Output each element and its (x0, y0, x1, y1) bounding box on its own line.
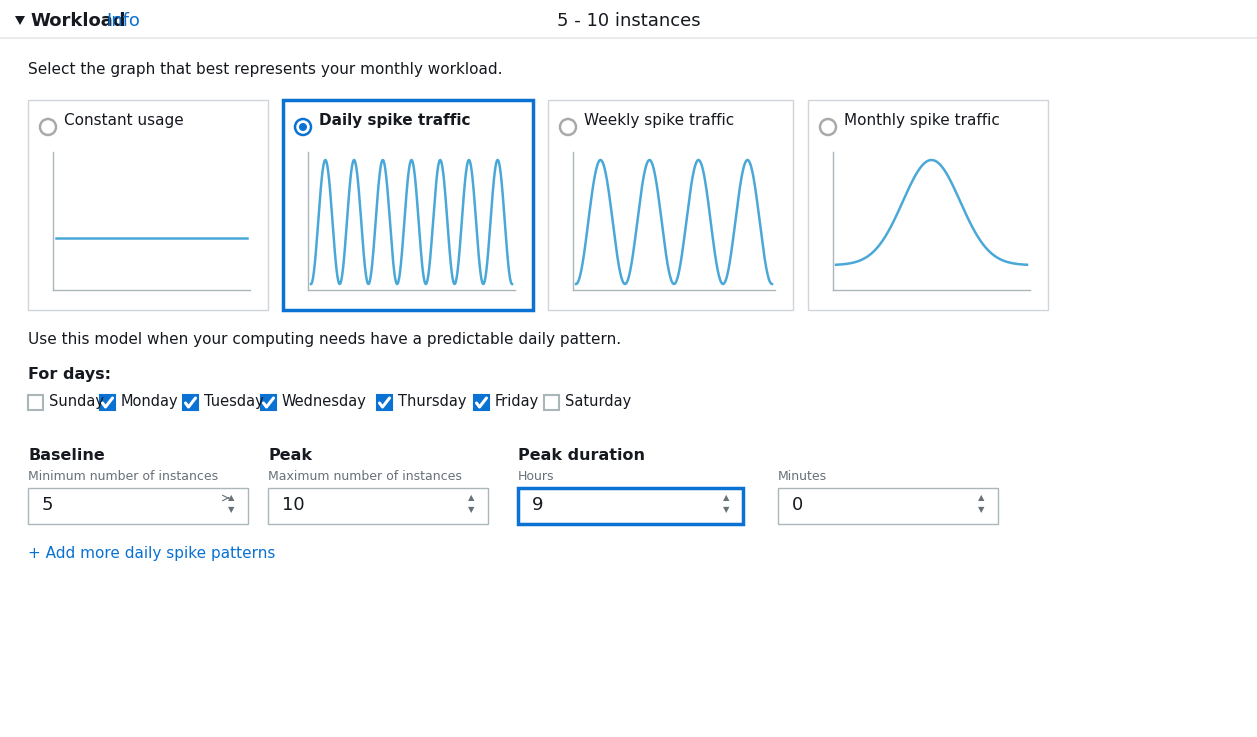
Polygon shape (15, 16, 25, 25)
Text: Saturday: Saturday (564, 394, 631, 409)
Text: ▼: ▼ (228, 505, 235, 514)
Text: ▲: ▲ (228, 493, 235, 502)
Text: 0: 0 (792, 496, 803, 514)
Bar (101, 395, 114, 410)
Text: Peak: Peak (268, 448, 312, 463)
Text: Weekly spike traffic: Weekly spike traffic (585, 113, 734, 128)
Text: Sunday: Sunday (49, 394, 104, 409)
Text: Minimum number of instances: Minimum number of instances (28, 470, 219, 483)
Bar (268, 488, 488, 524)
Text: Baseline: Baseline (28, 448, 104, 463)
Bar (28, 488, 248, 524)
Text: Monthly spike traffic: Monthly spike traffic (843, 113, 999, 128)
Text: Monday: Monday (121, 394, 178, 409)
Text: ▲: ▲ (978, 493, 984, 502)
Circle shape (820, 119, 836, 135)
Text: 5: 5 (41, 496, 54, 514)
Text: 10: 10 (282, 496, 304, 514)
Text: Peak duration: Peak duration (518, 448, 645, 463)
Bar (518, 488, 743, 524)
Text: Hours: Hours (518, 470, 554, 483)
Bar (28, 395, 43, 410)
Bar (28, 100, 268, 310)
Text: Tuesday: Tuesday (204, 394, 264, 409)
Text: Select the graph that best represents your monthly workload.: Select the graph that best represents yo… (28, 62, 503, 77)
Text: 5 - 10 instances: 5 - 10 instances (557, 12, 700, 30)
Text: + Add more daily spike patterns: + Add more daily spike patterns (28, 546, 275, 561)
Bar (544, 395, 559, 410)
Text: Constant usage: Constant usage (64, 113, 184, 128)
Bar (808, 100, 1048, 310)
Text: ▲: ▲ (468, 493, 474, 502)
Text: Minutes: Minutes (778, 470, 827, 483)
Text: ▲: ▲ (723, 493, 729, 502)
Text: Maximum number of instances: Maximum number of instances (268, 470, 461, 483)
Text: Wednesday: Wednesday (282, 394, 367, 409)
Bar (474, 395, 489, 410)
Text: Daily spike traffic: Daily spike traffic (319, 113, 470, 128)
Bar (377, 395, 392, 410)
Text: ▼: ▼ (723, 505, 729, 514)
Bar (261, 395, 277, 410)
Text: For days:: For days: (28, 367, 111, 382)
Text: 9: 9 (532, 496, 543, 514)
Text: Thursday: Thursday (398, 394, 466, 409)
Bar (548, 100, 793, 310)
Bar (283, 100, 533, 310)
Circle shape (40, 119, 57, 135)
Text: ▼: ▼ (468, 505, 474, 514)
Text: Friday: Friday (495, 394, 539, 409)
Circle shape (295, 119, 310, 135)
Circle shape (561, 119, 576, 135)
Circle shape (299, 123, 307, 131)
Text: Workload: Workload (30, 12, 126, 30)
Text: ▼: ▼ (978, 505, 984, 514)
Text: Info: Info (106, 12, 140, 30)
Bar (778, 488, 998, 524)
Bar (184, 395, 199, 410)
Text: Use this model when your computing needs have a predictable daily pattern.: Use this model when your computing needs… (28, 332, 621, 347)
